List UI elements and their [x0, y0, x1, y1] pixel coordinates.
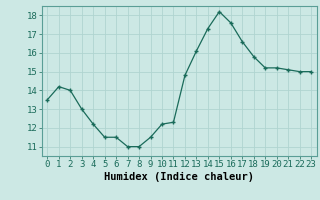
X-axis label: Humidex (Indice chaleur): Humidex (Indice chaleur) [104, 172, 254, 182]
